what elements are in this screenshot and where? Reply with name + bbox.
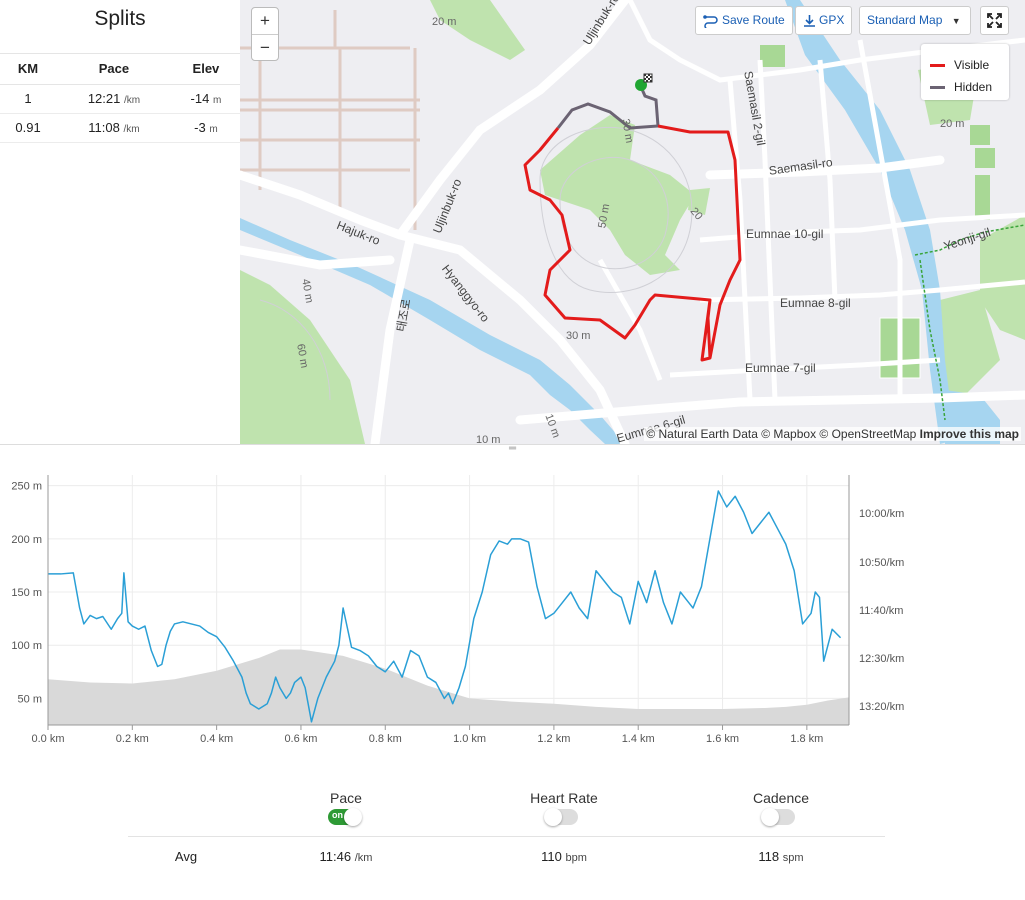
x-tick-label: 1.4 km — [622, 733, 655, 745]
contour-label: 20 m — [432, 16, 457, 28]
contour-label: 30 m — [566, 330, 591, 342]
legend-item-hidden: Hidden — [930, 76, 1009, 98]
chart-axes: 0.0 km 0.2 km 0.4 km 0.6 km 0.8 km 1.0 km 1.2 … — [11, 475, 904, 745]
legend-item-visible: Visible — [930, 54, 1009, 76]
heart-rate-toggle-label: Heart Rate — [530, 790, 598, 806]
fullscreen-icon — [987, 13, 1002, 29]
legend-swatch — [930, 85, 945, 89]
splits-header-row: KM Pace Elev — [0, 54, 240, 85]
split-elev: -3 m — [171, 113, 240, 143]
legend-swatch — [930, 63, 945, 67]
resize-handle[interactable]: ═ — [0, 444, 1025, 457]
toggle-on-text: on — [332, 810, 343, 820]
attribution-text: © Natural Earth Data © Mapbox © OpenStre… — [646, 427, 917, 441]
x-tick-label: 0.2 km — [116, 733, 149, 745]
toggle-knob — [344, 808, 362, 826]
cadence-toggle-label: Cadence — [752, 790, 810, 806]
zoom-control: + − — [251, 7, 279, 61]
x-tick-label: 1.8 km — [790, 733, 823, 745]
cadence-toggle[interactable] — [761, 808, 795, 826]
table-row: 0.91 11:08 /km -3 m — [0, 113, 240, 143]
pace-line — [48, 490, 842, 723]
split-km: 1 — [0, 84, 57, 114]
legend-label: Hidden — [954, 80, 993, 94]
splits-title: Splits — [0, 0, 240, 54]
save-route-label: Save Route — [722, 13, 785, 27]
avg-pace: 11:46 /km — [319, 849, 373, 864]
split-pace: 11:08 /km — [56, 113, 172, 143]
splits-table: KM Pace Elev 1 12:21 /km -14 m 0.91 11:0… — [0, 54, 240, 143]
map-attribution: © Natural Earth Data © Mapbox © OpenStre… — [644, 427, 1021, 441]
y-tick-label: 50 m — [18, 693, 42, 705]
y2-tick-label: 12:30/km — [859, 653, 904, 665]
route-icon — [703, 15, 718, 30]
toggle-knob — [761, 808, 779, 826]
y-tick-label: 150 m — [11, 587, 42, 599]
table-row: 1 12:21 /km -14 m — [0, 84, 240, 114]
avg-cadence: 118 spm — [758, 849, 804, 864]
zoom-in-button[interactable]: + — [260, 11, 270, 30]
x-tick-label: 0.8 km — [369, 733, 402, 745]
y2-tick-label: 13:20/km — [859, 701, 904, 713]
y2-tick-label: 10:50/km — [859, 557, 904, 569]
avg-heart-rate: 110 bpm — [541, 849, 587, 864]
avg-divider — [128, 836, 885, 837]
split-km: 0.91 — [0, 113, 57, 143]
heart-rate-toggle[interactable] — [544, 808, 578, 826]
contour-label: 20 m — [940, 118, 965, 130]
route-legend: Visible Hidden — [921, 44, 1009, 100]
legend-label: Visible — [954, 58, 990, 72]
y2-tick-label: 10:00/km — [859, 508, 904, 520]
col-pace: Pace — [56, 54, 172, 85]
split-pace: 12:21 /km — [56, 84, 172, 114]
improve-map-link[interactable]: Improve this map — [919, 427, 1019, 441]
x-tick-label: 1.6 km — [706, 733, 739, 745]
chevron-down-icon: ▼ — [951, 16, 961, 26]
col-km: KM — [0, 54, 57, 85]
map-style-select[interactable]: Standard Map ▼ — [859, 6, 971, 35]
y2-tick-label: 11:40/km — [859, 605, 903, 617]
fullscreen-button[interactable] — [980, 6, 1009, 35]
x-tick-label: 0.0 km — [31, 733, 64, 745]
x-tick-label: 0.6 km — [284, 733, 317, 745]
road-label-eumnae-8gil: Eumnae 8-gil — [780, 296, 851, 310]
elevation-area — [48, 649, 849, 725]
split-elev: -14 m — [171, 84, 240, 114]
x-tick-label: 1.2 km — [537, 733, 570, 745]
y-tick-label: 250 m — [11, 481, 42, 493]
pace-toggle-label: Pace — [330, 790, 362, 806]
map-style-label: Standard Map — [867, 13, 943, 27]
download-icon — [804, 14, 815, 27]
y-tick-label: 100 m — [11, 640, 42, 652]
road-label-eumnae-10gil: Eumnae 10-gil — [746, 227, 824, 241]
save-route-button[interactable]: Save Route — [695, 6, 793, 35]
gpx-button[interactable]: GPX — [795, 6, 853, 35]
x-tick-label: 0.4 km — [200, 733, 233, 745]
splits-panel: Splits KM Pace Elev 1 12:21 /km -14 m 0.… — [0, 0, 240, 444]
avg-label: Avg — [174, 849, 198, 864]
contour-label: 10 m — [476, 434, 501, 444]
map-view[interactable]: 20 m Uljinbuk-ro Uljinbuk-ro Hajuk-ro Hy… — [240, 0, 1025, 444]
chart-plot — [48, 490, 849, 725]
gpx-label: GPX — [819, 13, 845, 27]
map-canvas[interactable] — [240, 0, 1025, 444]
toggle-knob — [544, 808, 562, 826]
x-tick-label: 1.0 km — [453, 733, 486, 745]
zoom-out-button[interactable]: − — [252, 34, 278, 60]
elevation-pace-chart[interactable]: 0.0 km 0.2 km 0.4 km 0.6 km 0.8 km 1.0 km 1.2 … — [0, 460, 1025, 750]
pace-toggle[interactable]: on — [328, 808, 362, 826]
road-label-eumnae-7gil: Eumnae 7-gil — [745, 361, 816, 375]
y-tick-label: 200 m — [11, 534, 42, 546]
col-elev: Elev — [171, 54, 240, 85]
